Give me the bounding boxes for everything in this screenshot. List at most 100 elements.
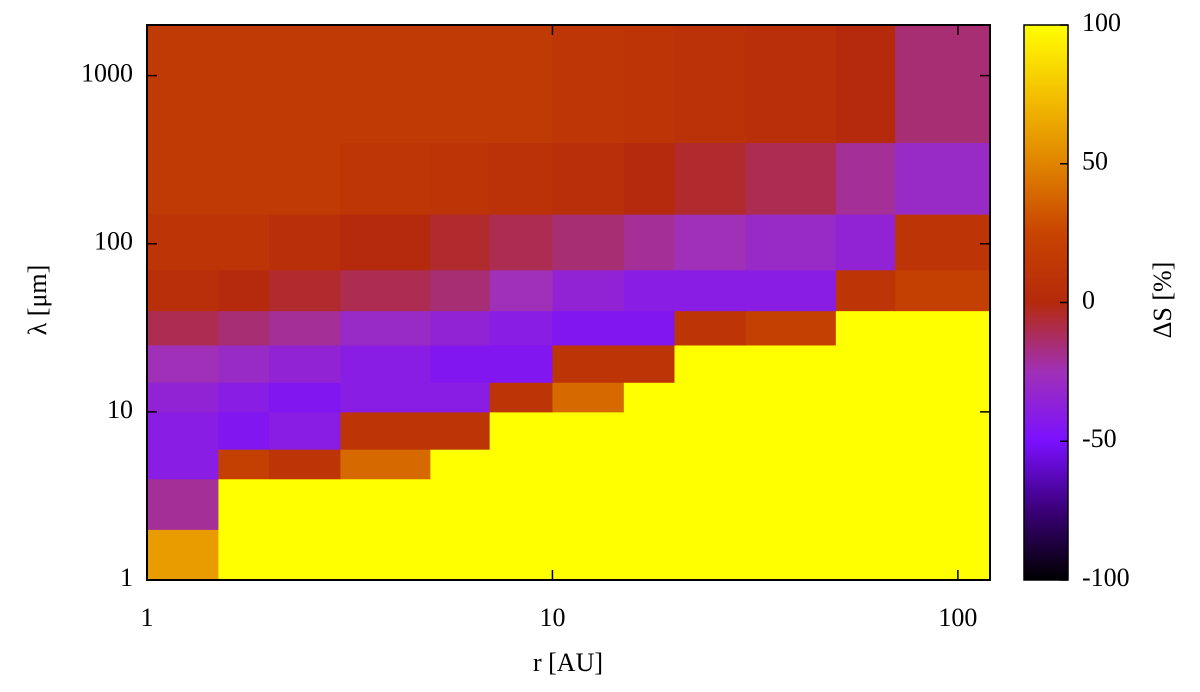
heatmap-cell <box>340 411 431 450</box>
heatmap-cell <box>835 344 896 383</box>
heatmap-cell <box>895 449 991 480</box>
heatmap-cell <box>340 214 431 271</box>
heatmap-cell <box>895 310 991 346</box>
heatmap-cell <box>489 310 553 346</box>
heatmap-cell <box>623 411 676 450</box>
plot-frame <box>146 24 991 581</box>
heatmap-cell <box>623 478 676 530</box>
heatmap-cell <box>623 382 676 413</box>
heatmap-cell <box>674 478 747 530</box>
heatmap-cell <box>895 344 991 383</box>
heatmap-cell <box>340 269 431 312</box>
heatmap-cell <box>745 214 837 271</box>
heatmap-cell <box>489 382 553 413</box>
heatmap-cell <box>674 25 747 144</box>
heatmap-cell <box>835 411 896 450</box>
heatmap-cell <box>623 449 676 480</box>
heatmap-cell <box>835 25 896 144</box>
heatmap-cell <box>745 529 837 581</box>
heatmap-cell <box>269 411 341 450</box>
heatmap-cell <box>147 411 219 450</box>
colorbar-tick-label: -50 <box>1082 424 1117 453</box>
heatmap-cell <box>745 25 837 144</box>
heatmap-cell <box>835 382 896 413</box>
heatmap-cell <box>623 142 676 215</box>
heatmap-cell <box>430 449 491 480</box>
heatmap-cell <box>430 382 491 413</box>
heatmap-cell <box>745 382 837 413</box>
colorbar-tick-label: 50 <box>1082 147 1108 176</box>
heatmap-cell <box>340 529 431 581</box>
heatmap-cell <box>745 344 837 383</box>
heatmap-cell <box>552 142 625 215</box>
heatmap-cell <box>340 449 431 480</box>
heatmap-cell <box>552 214 625 271</box>
heatmap-cell <box>895 142 991 215</box>
heatmap-cell <box>218 449 270 480</box>
heatmap-cell <box>269 344 341 383</box>
heatmap-cell <box>147 25 219 144</box>
heatmap-cell <box>218 411 270 450</box>
heatmap-cell <box>489 25 553 144</box>
heatmap-cell <box>269 269 341 312</box>
heatmap-cell <box>674 382 747 413</box>
colorbar-tick-label: -100 <box>1082 563 1130 592</box>
heatmap-cell <box>835 142 896 215</box>
heatmap-cell <box>895 382 991 413</box>
heatmap-cell <box>269 310 341 346</box>
heatmap-cell <box>269 214 341 271</box>
x-tick-label: 100 <box>938 603 977 632</box>
heatmap-cell <box>218 25 270 144</box>
heatmap-cell <box>489 529 553 581</box>
heatmap-cell <box>340 382 431 413</box>
heatmap-cell <box>147 382 219 413</box>
heatmap-cell <box>895 478 991 530</box>
heatmap-cell <box>552 269 625 312</box>
heatmap-cell <box>835 478 896 530</box>
heatmap-cell <box>269 449 341 480</box>
colorbar-label: ΔS [%] <box>1148 262 1177 339</box>
heatmap-cell <box>340 310 431 346</box>
heatmap-cell <box>745 142 837 215</box>
x-tick-label: 1 <box>141 603 154 632</box>
heatmap-cell <box>623 310 676 346</box>
heatmap-cell <box>340 344 431 383</box>
heatmap-cell <box>489 214 553 271</box>
heatmap-cell <box>489 142 553 215</box>
heatmap-cell <box>745 449 837 480</box>
heatmap-cell <box>147 478 219 530</box>
heatmap-cell <box>674 529 747 581</box>
heatmap-cell <box>147 529 219 581</box>
heatmap-cell <box>552 478 625 530</box>
heatmap-cell <box>218 269 270 312</box>
heatmap-cell <box>430 310 491 346</box>
heatmap-cell <box>489 449 553 480</box>
heatmap-cell <box>552 411 625 450</box>
heatmap-cell <box>552 344 625 383</box>
heatmap-cell <box>623 25 676 144</box>
heatmap-cell <box>218 142 270 215</box>
x-axis-label: r [AU] <box>533 648 603 677</box>
heatmap-cell <box>623 214 676 271</box>
heatmap-cell <box>430 478 491 530</box>
heatmap-cell <box>489 269 553 312</box>
heatmap-cell <box>745 411 837 450</box>
heatmap-cell <box>147 142 219 215</box>
heatmap-cell <box>218 214 270 271</box>
heatmap-cell <box>489 411 553 450</box>
heatmap-cell <box>835 269 896 312</box>
heatmap-cell <box>745 269 837 312</box>
heatmap-cell <box>552 310 625 346</box>
heatmap-cell <box>745 478 837 530</box>
y-axis-label: λ [μm] <box>23 265 52 336</box>
heatmap-cell <box>623 344 676 383</box>
heatmap-cell <box>430 142 491 215</box>
y-tick-label: 100 <box>94 227 133 256</box>
heatmap-cell <box>552 529 625 581</box>
heatmap-cell <box>674 449 747 480</box>
heatmap-cell <box>552 382 625 413</box>
heatmap-cell <box>623 269 676 312</box>
heatmap-cell <box>835 310 896 346</box>
